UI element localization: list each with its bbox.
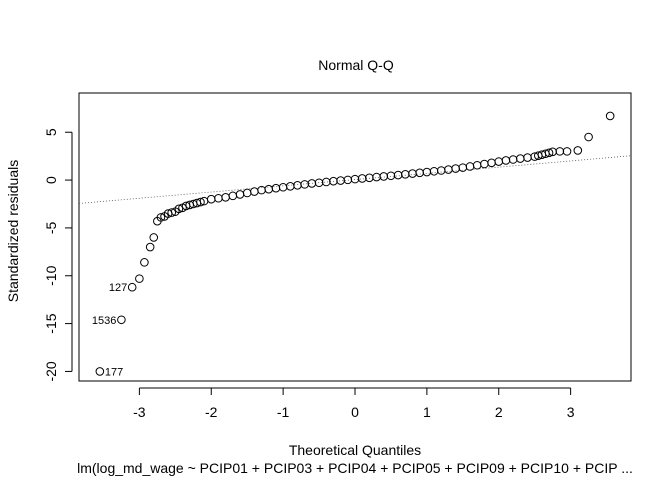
data-point	[343, 175, 353, 185]
data-point	[436, 166, 446, 175]
data-point	[472, 160, 482, 170]
data-point	[357, 174, 367, 183]
x-tick-label: -1	[277, 404, 290, 420]
data-point	[196, 197, 205, 207]
point-label: 177	[105, 366, 123, 378]
data-point	[214, 193, 223, 203]
data-point	[523, 153, 532, 162]
data-point	[300, 180, 309, 189]
data-point	[444, 165, 453, 174]
y-tick-label: 0	[43, 176, 59, 184]
y-tick-label: -20	[43, 361, 59, 381]
data-point	[422, 167, 432, 177]
data-point	[501, 156, 511, 165]
data-point	[480, 159, 489, 169]
data-point	[271, 183, 281, 193]
y-tick-label: -10	[43, 265, 59, 285]
data-point	[401, 170, 410, 179]
reference-line	[78, 155, 632, 204]
data-point	[386, 171, 396, 181]
data-point	[555, 147, 565, 156]
data-point	[458, 163, 468, 172]
data-point	[250, 187, 259, 196]
data-point	[544, 148, 554, 158]
y-tick-label: -5	[43, 221, 59, 234]
data-point	[174, 204, 184, 214]
data-point	[487, 158, 496, 168]
chart-title: Normal Q-Q	[318, 57, 394, 73]
data-point	[584, 132, 593, 142]
data-point	[293, 181, 302, 190]
x-tick-label: 2	[495, 404, 503, 420]
x-tick-label: -3	[133, 404, 146, 420]
data-point	[415, 168, 424, 178]
data-point	[278, 182, 288, 192]
data-point	[465, 162, 475, 171]
point-label: 1536	[92, 315, 116, 327]
data-point	[516, 154, 525, 163]
data-point	[573, 146, 583, 155]
x-tick-label: 1	[423, 404, 431, 420]
plot-frame	[78, 92, 632, 382]
x-tick-label: 0	[351, 404, 359, 420]
data-point	[372, 172, 381, 182]
data-point	[95, 367, 105, 376]
data-point	[235, 190, 245, 199]
data-point	[494, 157, 504, 166]
data-point	[117, 315, 126, 325]
data-point	[379, 172, 389, 181]
data-point	[140, 258, 149, 267]
data-point	[206, 194, 216, 204]
data-point	[429, 166, 439, 176]
data-point	[135, 274, 144, 283]
data-point	[336, 176, 345, 185]
y-tick-label: -15	[43, 313, 59, 333]
data-point	[605, 111, 615, 121]
point-label: 127	[109, 282, 127, 294]
data-points	[95, 111, 615, 376]
axes: -3 -2 -1 0 1 2 3-20-15-10-505	[43, 128, 575, 420]
model-formula: lm(log_md_wage ~ PCIP01 + PCIP03 + PCIP0…	[77, 460, 633, 476]
data-point	[167, 208, 177, 217]
data-point	[393, 170, 403, 180]
data-point	[286, 181, 295, 191]
data-point	[562, 147, 572, 156]
x-axis-label: Theoretical Quantiles	[289, 442, 421, 458]
x-tick-label: -2	[205, 404, 218, 420]
data-point	[508, 155, 518, 164]
data-point	[264, 184, 274, 194]
data-point	[242, 188, 252, 198]
y-axis-label: Standardized residuals	[5, 160, 21, 302]
x-tick-label: 3	[567, 404, 575, 420]
data-point	[156, 213, 166, 222]
data-point	[127, 282, 137, 292]
data-point	[145, 242, 155, 252]
point-labels: 177 1536 127	[92, 282, 127, 378]
y-tick-label: 5	[43, 128, 59, 136]
data-point	[321, 177, 331, 187]
data-point	[221, 192, 230, 202]
data-point	[228, 191, 238, 201]
data-point	[149, 233, 159, 242]
data-point	[408, 169, 417, 178]
